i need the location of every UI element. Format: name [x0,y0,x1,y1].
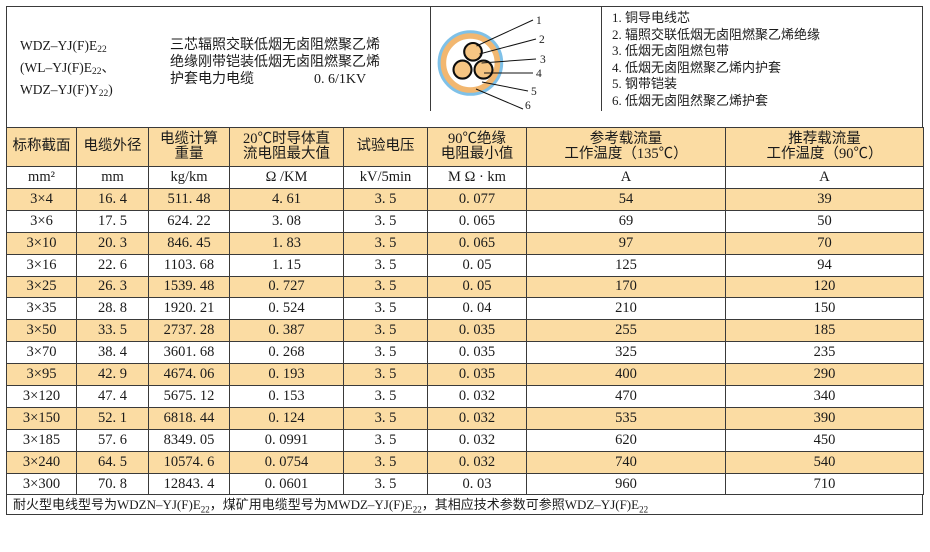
svg-text:4: 4 [536,68,542,80]
svg-text:6: 6 [525,100,531,110]
svg-text:2: 2 [539,34,545,46]
svg-text:3: 3 [540,54,546,66]
svg-text:5: 5 [531,86,537,98]
svg-text:1: 1 [536,15,542,27]
